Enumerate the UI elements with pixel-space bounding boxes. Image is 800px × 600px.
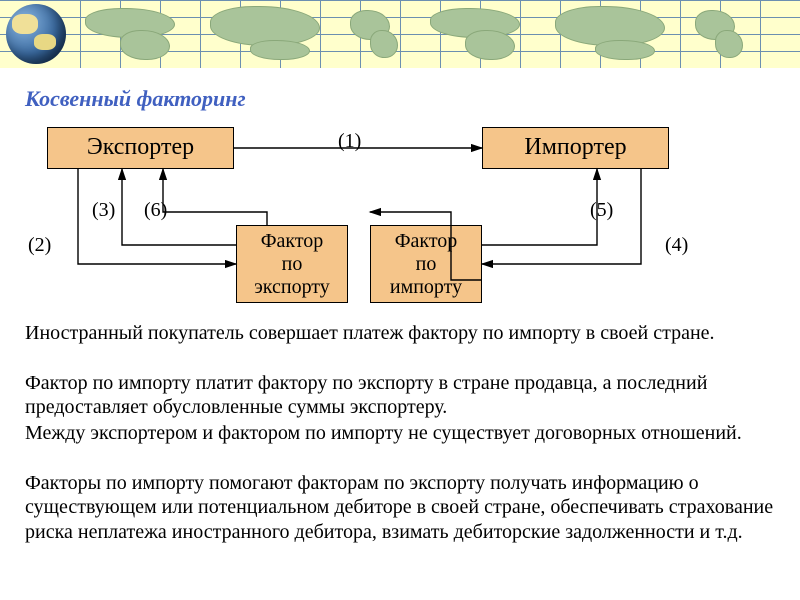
- node-factor_exp: Факторпоэкспорту: [236, 225, 348, 303]
- edge-e6: [163, 169, 267, 225]
- edge-label-e3: (3): [92, 199, 115, 222]
- edge-label-e4: (4): [665, 234, 688, 257]
- node-factor_imp: Факторпоимпорту: [370, 225, 482, 303]
- paragraph-3: Факторы по импорту помогают факторам по …: [25, 471, 780, 544]
- node-importer: Импортер: [482, 127, 669, 169]
- paragraph-0: Иностранный покупатель совершает платеж …: [25, 321, 780, 345]
- node-exporter: Экспортер: [47, 127, 234, 169]
- paragraph-1: Фактор по импорту платит фактору по эксп…: [25, 371, 780, 420]
- edge-e4: [482, 169, 641, 264]
- page-title: Косвенный факторинг: [25, 86, 246, 112]
- edge-label-e2: (2): [28, 234, 51, 257]
- world-map-banner: [0, 0, 800, 68]
- edge-label-e6: (6): [144, 199, 167, 222]
- edge-e3: [122, 169, 236, 245]
- edge-label-e1: (1): [338, 130, 361, 153]
- edge-e5: [482, 169, 597, 245]
- paragraph-2: Между экспортером и фактором по импорту …: [25, 421, 780, 445]
- edge-label-e5: (5): [590, 199, 613, 222]
- globe-icon: [6, 4, 66, 64]
